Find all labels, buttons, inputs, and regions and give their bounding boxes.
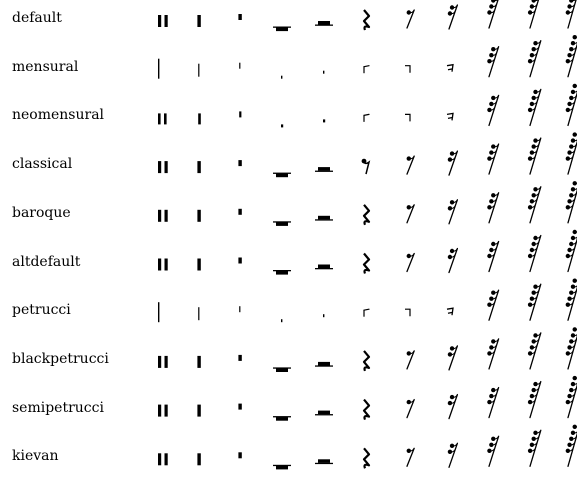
rest-row-semipetrucci: [158, 375, 577, 421]
style-label-mensural: mensural: [12, 58, 79, 75]
style-label-default: default: [12, 10, 62, 26]
style-label-altdefault: altdefault: [12, 253, 81, 270]
rest-row-kievan: [158, 424, 577, 470]
rest-row-default: [158, 0, 577, 32]
style-label-neomensural: neomensural: [12, 107, 105, 124]
style-label-blackpetrucci: blackpetrucci: [12, 350, 109, 367]
style-label-semipetrucci: semipetrucci: [12, 399, 104, 416]
rest-row-baroque: [158, 181, 577, 226]
style-label-baroque: baroque: [12, 204, 71, 221]
rest-row-classical: [158, 132, 577, 178]
rest-row-blackpetrucci: [158, 327, 577, 372]
rest-row-petrucci: [158, 278, 577, 323]
rest-row-altdefault: [158, 229, 577, 275]
rest-row-mensural: [158, 35, 577, 79]
style-label-kievan: kievan: [12, 448, 59, 465]
rest-row-neomensural: [158, 83, 577, 128]
style-label-petrucci: petrucci: [12, 302, 71, 319]
style-label-classical: classical: [12, 156, 73, 173]
